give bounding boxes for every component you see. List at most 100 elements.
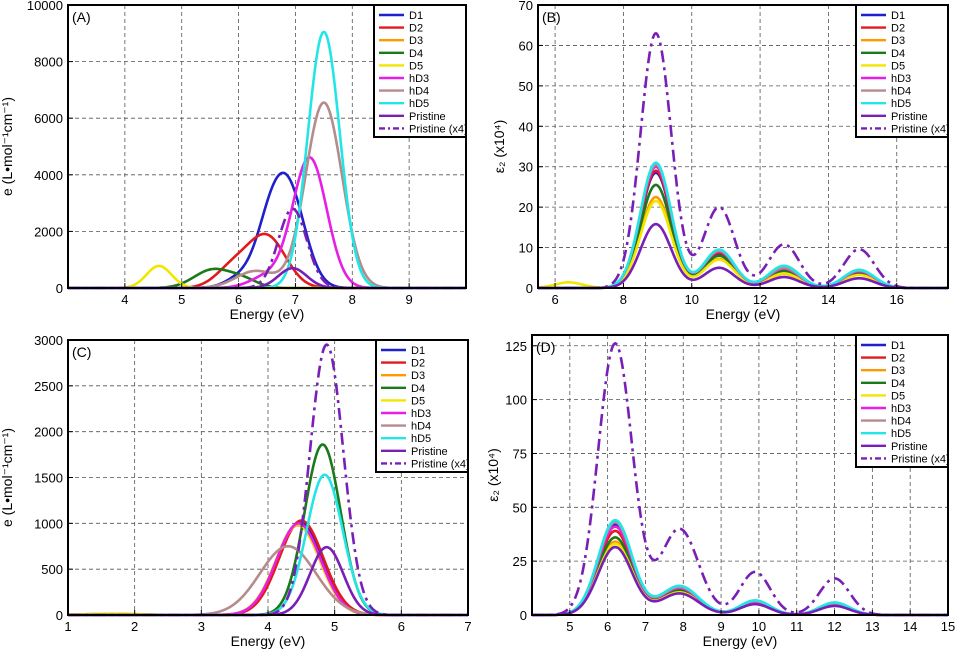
y-tick-label: 0	[520, 608, 527, 623]
x-tick-label: 16	[890, 292, 904, 307]
legend-label: hD4	[411, 421, 431, 433]
legend-label: D2	[411, 358, 425, 370]
legend-label: D1	[411, 345, 425, 357]
y-tick-label: 70	[519, 0, 533, 13]
legend-label: D3	[409, 35, 423, 47]
x-axis-label: Energy (eV)	[703, 633, 778, 649]
x-axis-label: Energy (eV)	[230, 306, 305, 322]
chart-panel-3: 1 2 3 4 5 6 7 0 500 1000 1500 2000 2500 3000 Energy (e…	[0, 333, 472, 649]
x-tick-label: 14	[903, 619, 917, 634]
x-tick-label: 6	[398, 619, 405, 634]
legend-label: Pristine (x4)	[891, 123, 950, 135]
legend-label: D3	[891, 35, 905, 47]
x-tick-label: 8	[680, 619, 687, 634]
y-tick-label: 60	[519, 38, 533, 53]
y-tick-label: 500	[41, 562, 63, 577]
legend-label: hD5	[409, 98, 429, 110]
y-tick-label: 2000	[34, 425, 63, 440]
y-tick-label: 0	[56, 281, 63, 296]
legend-label: Pristine (x4)	[891, 453, 950, 465]
y-tick-label: 75	[513, 446, 527, 461]
x-tick-label: 1	[64, 619, 71, 634]
y-tick-label: 6000	[34, 111, 63, 126]
x-tick-label: 9	[717, 619, 724, 634]
x-tick-label: 8	[620, 292, 627, 307]
x-tick-label: 14	[821, 292, 835, 307]
x-tick-label: 5	[331, 619, 338, 634]
chart-panel-2: 6 8 10 12 14 16 0 10 20 30 40 50 60 70 Energy (eV) ε₂ (…	[491, 0, 950, 322]
x-tick-label: 8	[349, 292, 356, 307]
y-tick-label: 100	[505, 393, 527, 408]
legend-label: hD3	[891, 73, 911, 85]
legend-label: hD5	[891, 428, 911, 440]
y-tick-label: 1500	[34, 471, 63, 486]
x-tick-label: 7	[292, 292, 299, 307]
y-tick-label: 25	[513, 554, 527, 569]
x-tick-label: 15	[941, 619, 955, 634]
legend-label: D2	[409, 23, 423, 35]
legend-label: D4	[891, 48, 905, 60]
legend-label: D1	[409, 10, 423, 22]
panel-label: (D)	[536, 339, 555, 355]
legend-label: D5	[891, 60, 905, 72]
legend-label: hD3	[409, 73, 429, 85]
series-line-pristine-x4-	[537, 32, 949, 290]
chart-panel-4: 5 6 7 8 9 10 11 12 13 14 15 0 25 50 75 100 125 Energy (eV…	[485, 334, 955, 649]
x-tick-label: 10	[685, 292, 699, 307]
x-tick-label: 5	[178, 292, 185, 307]
y-tick-label: 50	[519, 79, 533, 94]
x-tick-label: 4	[264, 619, 271, 634]
legend-label: Pristine (x4)	[411, 458, 470, 470]
legend-label: D2	[891, 23, 905, 35]
legend-label: D2	[891, 353, 905, 365]
x-tick-label: 6	[235, 292, 242, 307]
legend-label: Pristine (x4)	[409, 123, 468, 135]
legend-label: D4	[891, 378, 905, 390]
legend-label: hD5	[891, 98, 911, 110]
y-tick-label: 30	[519, 160, 533, 175]
legend-label: Pristine	[891, 111, 928, 123]
x-tick-label: 6	[604, 619, 611, 634]
legend-label: D5	[411, 395, 425, 407]
panel-label: (B)	[542, 9, 561, 25]
x-tick-label: 7	[464, 619, 471, 634]
y-axis-label: e (L•mol⁻¹cm⁻¹)	[0, 428, 15, 527]
y-tick-label: 2000	[34, 224, 63, 239]
y-tick-label: 50	[513, 500, 527, 515]
y-tick-label: 0	[526, 281, 533, 296]
y-tick-label: 40	[519, 119, 533, 134]
x-tick-label: 10	[752, 619, 766, 634]
legend-label: D1	[891, 10, 905, 22]
y-axis-label: e (L•mol⁻¹cm⁻¹)	[0, 97, 15, 196]
plot-frame	[537, 4, 949, 289]
legend-label: D3	[891, 365, 905, 377]
y-tick-label: 8000	[34, 55, 63, 70]
legend-label: Pristine	[409, 111, 446, 123]
y-axis-label: ε₂ (x10⁴)	[485, 448, 501, 501]
y-tick-label: 4000	[34, 168, 63, 183]
legend-label: D4	[409, 48, 423, 60]
y-tick-label: 2500	[34, 379, 63, 394]
legend-label: hD3	[891, 403, 911, 415]
chart-panel-1: 4 5 6 7 8 9 0 2000 4000 6000 8000 10000 Energy (eV) e…	[0, 0, 468, 322]
y-tick-label: 1000	[34, 516, 63, 531]
panel-label: (A)	[72, 9, 91, 25]
legend-label: D4	[411, 383, 425, 395]
x-tick-label: 11	[790, 619, 804, 634]
x-tick-label: 5	[566, 619, 573, 634]
x-axis-label: Energy (eV)	[231, 633, 306, 649]
y-tick-label: 3000	[34, 333, 63, 348]
x-tick-label: 12	[753, 292, 767, 307]
plot-frame	[67, 4, 467, 289]
legend-label: D5	[891, 390, 905, 402]
x-tick-label: 3	[198, 619, 205, 634]
x-tick-label: 6	[551, 292, 558, 307]
y-tick-label: 20	[519, 200, 533, 215]
legend-label: hD4	[891, 416, 911, 428]
panel-label: (C)	[72, 344, 91, 360]
x-tick-label: 4	[121, 292, 128, 307]
x-tick-label: 7	[642, 619, 649, 634]
x-axis-label: Energy (eV)	[706, 306, 781, 322]
